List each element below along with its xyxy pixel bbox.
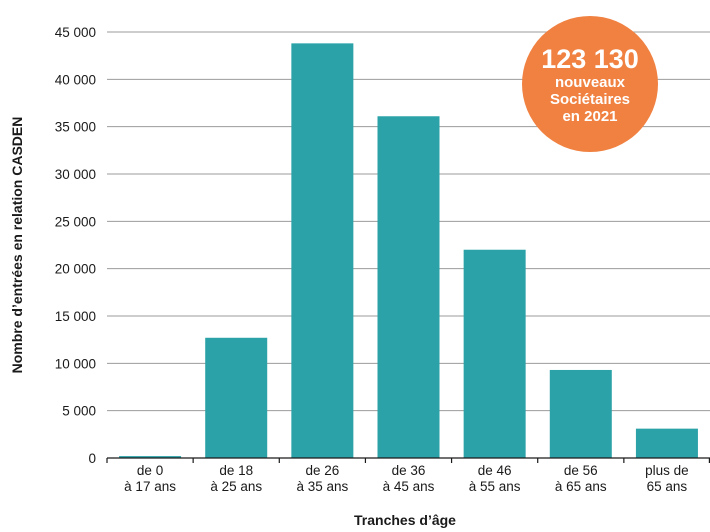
x-tick-label: de 26	[305, 463, 339, 478]
new-members-badge: 123 130 nouveaux Sociétaires en 2021	[522, 16, 658, 152]
x-tick-label: de 0	[137, 463, 163, 478]
bar	[205, 337, 268, 458]
x-tick-label: de 46	[478, 463, 512, 478]
bar	[291, 43, 354, 459]
badge-number: 123 130	[541, 44, 639, 74]
y-axis-title: Nombre d’entrées en relation CASDEN	[9, 117, 25, 374]
bar	[549, 369, 612, 458]
x-axis	[106, 457, 710, 463]
bars	[119, 43, 698, 459]
x-tick-label: à 55 ans	[469, 479, 521, 494]
y-tick-label: 30 000	[55, 167, 96, 182]
y-tick-label: 0	[88, 451, 96, 466]
y-tick-label: 10 000	[55, 356, 96, 371]
y-tick-label: 25 000	[55, 214, 96, 229]
x-tick-label: à 17 ans	[124, 479, 176, 494]
y-tick-label: 35 000	[55, 120, 96, 135]
x-tick-label: de 56	[564, 463, 598, 478]
badge-line-1: nouveaux	[555, 74, 626, 91]
badge-line-2: Sociétaires	[550, 91, 630, 108]
bar	[377, 116, 440, 459]
y-tick-label: 15 000	[55, 309, 96, 324]
x-tick-label: 65 ans	[647, 479, 688, 494]
bar	[635, 428, 698, 458]
y-tick-label: 40 000	[55, 72, 96, 87]
x-axis-title: Tranches d’âge	[354, 512, 456, 528]
bar	[463, 249, 526, 458]
x-tick-label: de 36	[392, 463, 426, 478]
x-tick-label: à 45 ans	[383, 479, 435, 494]
y-axis-ticks: 0 5 000 10 000 15 000 20 000 25 000 30 000 35 0…	[55, 25, 96, 466]
bar	[119, 456, 182, 458]
y-tick-label: 45 000	[55, 25, 96, 40]
x-tick-label: à 25 ans	[210, 479, 262, 494]
y-tick-label: 20 000	[55, 262, 96, 277]
x-axis-ticks: de 0à 17 ans de 18à 25 ans de 26à 35 ans de…	[124, 463, 689, 494]
x-tick-label: de 18	[219, 463, 253, 478]
x-tick-label: à 65 ans	[555, 479, 607, 494]
x-tick-label: à 35 ans	[296, 479, 348, 494]
x-tick-label: plus de	[645, 463, 689, 478]
y-tick-label: 5 000	[62, 404, 96, 419]
badge-circle	[522, 16, 658, 152]
badge-line-3: en 2021	[562, 108, 617, 125]
